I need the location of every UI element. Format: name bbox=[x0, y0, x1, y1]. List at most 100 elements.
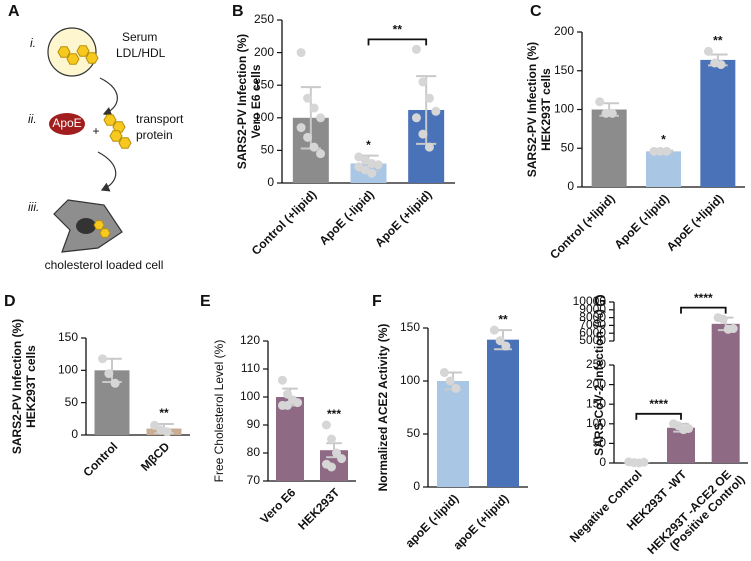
y-tick-label: 100 bbox=[240, 389, 260, 403]
lipid-icon bbox=[109, 130, 123, 142]
data-point bbox=[326, 434, 336, 444]
significance: ** bbox=[498, 312, 508, 326]
x-tick-label-group: Control bbox=[80, 439, 120, 479]
schematic: A i. Serum LDL/HDL ii. ApoE + transport … bbox=[8, 3, 184, 272]
bracket bbox=[367, 38, 428, 46]
y-tick-label: 7000 bbox=[579, 318, 606, 332]
y-tick-label: 100 bbox=[58, 363, 78, 377]
operator: + bbox=[92, 124, 99, 138]
x-tick-label: Control bbox=[80, 439, 120, 479]
data-point bbox=[282, 400, 292, 410]
x-tick-label-group: ApoE (-lipid) bbox=[317, 187, 377, 247]
data-point bbox=[373, 160, 383, 170]
step-label: protein bbox=[136, 128, 173, 142]
significance: *** bbox=[327, 407, 341, 421]
data-point bbox=[303, 93, 313, 103]
panel-letter: A bbox=[8, 3, 20, 20]
x-tick-label-group: ApoE (+lipid) bbox=[372, 187, 434, 249]
y-tick-label: 110 bbox=[241, 361, 260, 375]
data-point bbox=[607, 108, 617, 118]
panel-letter: G bbox=[594, 293, 606, 310]
data-point bbox=[98, 354, 108, 364]
data-point bbox=[326, 462, 336, 472]
apoe-protein bbox=[49, 113, 85, 135]
data-point bbox=[321, 420, 331, 430]
significance: ** bbox=[159, 406, 169, 420]
data-point bbox=[728, 324, 738, 334]
x-tick-label: HEK293T -ACE2 OE bbox=[644, 467, 734, 557]
significance: * bbox=[366, 138, 371, 152]
x-tick-label: Control (+lipid) bbox=[547, 191, 617, 261]
y-tick-label: 10000 bbox=[573, 294, 607, 308]
step-numeral: i. bbox=[30, 36, 36, 50]
y-tick-label: 5000 bbox=[579, 333, 606, 347]
data-point bbox=[649, 146, 659, 156]
y-tick-label: 0 bbox=[413, 479, 420, 493]
y-tick-label: 50 bbox=[65, 395, 79, 409]
x-tick-label-group: ApoE (-lipid) bbox=[612, 191, 672, 251]
data-point bbox=[655, 146, 665, 156]
y-tick-label: 150 bbox=[58, 330, 78, 344]
x-tick-label-group: Control (+lipid) bbox=[547, 191, 617, 261]
bar bbox=[276, 397, 304, 481]
y-axis-label: SARS2-PV Infection (%) bbox=[525, 42, 539, 177]
data-point bbox=[293, 398, 303, 408]
x-tick-label: MβCD bbox=[138, 439, 173, 474]
x-tick-label-group: HEK293T bbox=[295, 485, 343, 533]
panel-letter: B bbox=[232, 3, 244, 20]
y-tick-label: 150 bbox=[254, 77, 274, 91]
y-tick-label: 50 bbox=[593, 436, 607, 450]
significance: ** bbox=[713, 34, 723, 48]
nucleus bbox=[76, 218, 96, 234]
y-tick-label: 50 bbox=[407, 426, 421, 440]
lipid-icon bbox=[93, 220, 105, 230]
data-point bbox=[501, 341, 511, 351]
y-tick-label: 250 bbox=[254, 12, 274, 26]
bar bbox=[667, 427, 695, 463]
data-point bbox=[309, 103, 319, 113]
y-tick-label: 200 bbox=[254, 45, 274, 59]
y-tick-label: 0 bbox=[599, 455, 606, 469]
data-point bbox=[277, 375, 287, 385]
y-axis-label: Vero E6 cells bbox=[249, 64, 263, 138]
lipid-icon bbox=[118, 137, 132, 149]
y-tick-label: 100 bbox=[586, 416, 606, 430]
data-point bbox=[337, 454, 347, 464]
data-point bbox=[601, 108, 611, 118]
y-tick-label: 0 bbox=[567, 179, 574, 193]
data-point bbox=[439, 368, 449, 378]
data-point bbox=[424, 93, 434, 103]
data-point bbox=[162, 427, 172, 437]
y-tick-label: 150 bbox=[586, 396, 606, 410]
x-tick-label: HEK293T bbox=[295, 485, 343, 533]
data-point bbox=[296, 48, 306, 58]
bar bbox=[487, 339, 519, 487]
step-label: cholesterol loaded cell bbox=[45, 258, 164, 272]
bracket-label: **** bbox=[649, 397, 668, 411]
lipid-icon bbox=[76, 45, 90, 57]
data-point bbox=[104, 369, 114, 379]
data-point bbox=[411, 44, 421, 54]
x-tick-label-group: ApoE (+lipid) bbox=[664, 191, 726, 253]
y-axis-label: SARS2-PV Infection (%) bbox=[10, 319, 24, 454]
data-point bbox=[303, 132, 313, 142]
data-point bbox=[662, 146, 672, 156]
y-axis-label: SARS2-PV Infection (%) bbox=[235, 34, 249, 169]
panel-letter: D bbox=[4, 293, 16, 310]
y-tick-label: 0 bbox=[267, 175, 274, 189]
lipoprotein bbox=[47, 27, 97, 77]
bar bbox=[711, 323, 740, 463]
x-tick-label: ApoE (+lipid) bbox=[372, 187, 434, 249]
data-point bbox=[718, 314, 728, 324]
lipid-icon bbox=[103, 114, 117, 126]
y-tick-label: 50 bbox=[261, 143, 275, 157]
data-point bbox=[431, 106, 441, 116]
data-point bbox=[495, 336, 505, 346]
data-point bbox=[296, 123, 306, 133]
data-point bbox=[489, 325, 499, 335]
data-point bbox=[451, 383, 461, 393]
arrow bbox=[99, 77, 118, 116]
data-point bbox=[424, 142, 434, 152]
bracket-label: **** bbox=[694, 291, 713, 305]
x-tick-label: ApoE (-lipid) bbox=[612, 191, 672, 251]
